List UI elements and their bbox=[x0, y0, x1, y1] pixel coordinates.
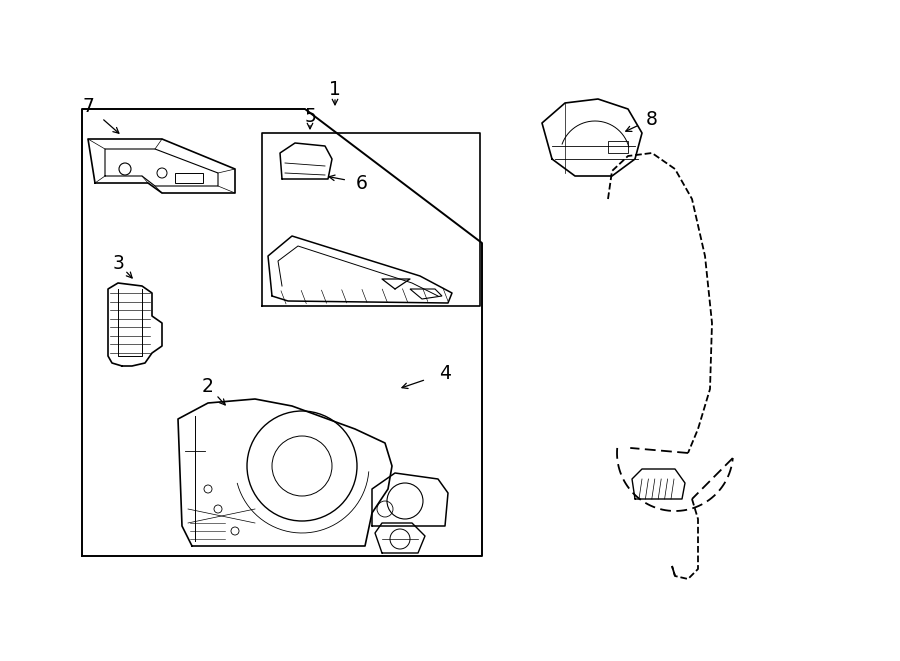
Text: 5: 5 bbox=[304, 106, 316, 126]
Text: 2: 2 bbox=[202, 377, 214, 395]
Text: 4: 4 bbox=[439, 364, 451, 383]
Text: 7: 7 bbox=[82, 97, 94, 116]
Text: 3: 3 bbox=[112, 254, 124, 272]
Text: 1: 1 bbox=[329, 79, 341, 98]
Text: 8: 8 bbox=[646, 110, 658, 128]
Text: 6: 6 bbox=[356, 173, 368, 192]
Bar bbox=[608, 141, 628, 153]
Bar bbox=[175, 173, 203, 183]
